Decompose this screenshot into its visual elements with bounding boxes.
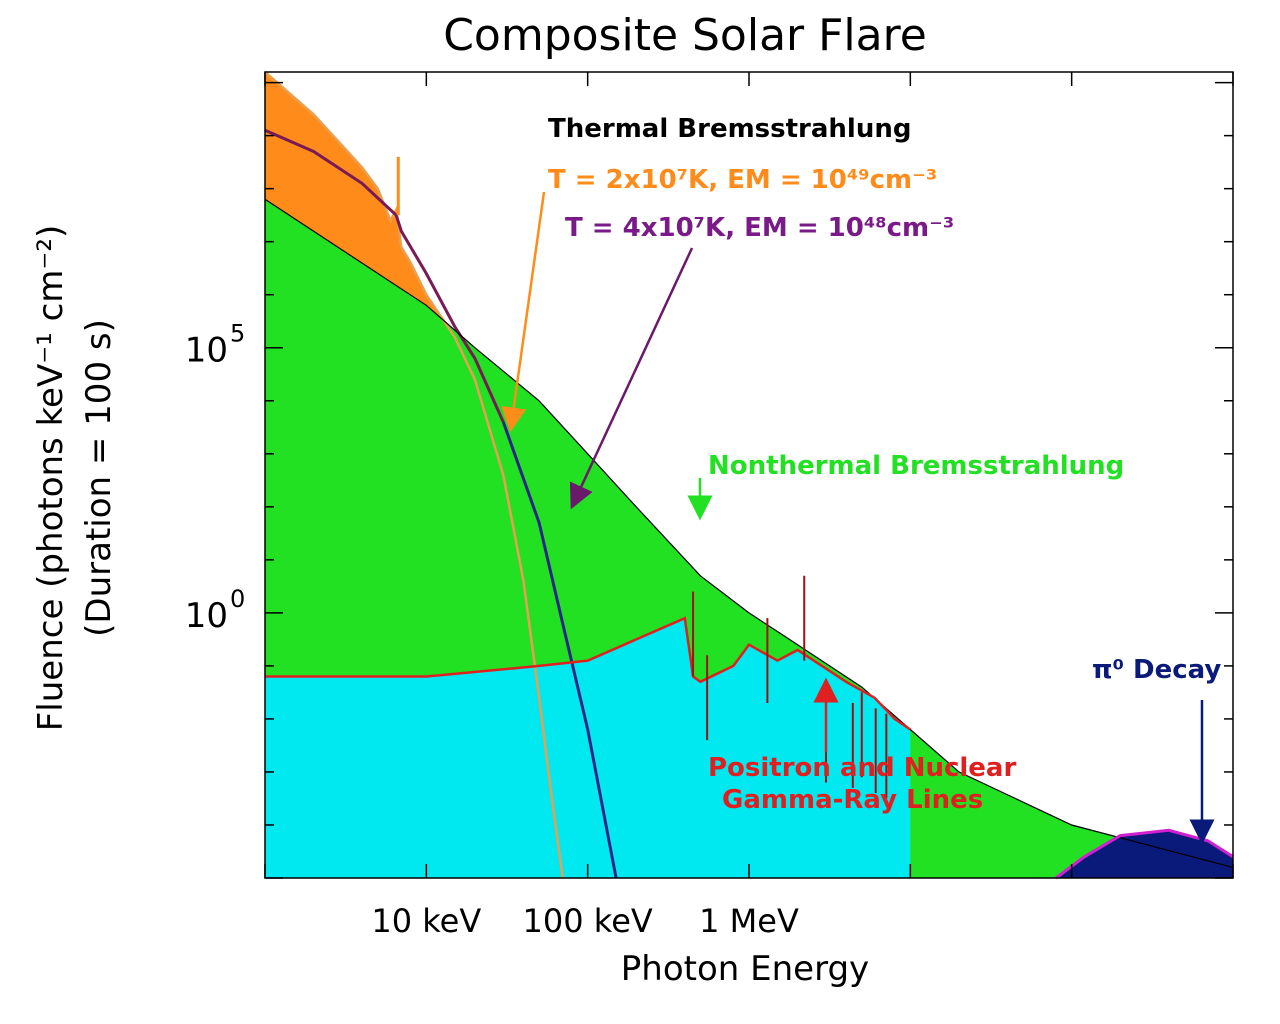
annotation-pion-decay: π⁰ Decay: [1092, 655, 1221, 685]
annotation-nonthermal: Nonthermal Bremsstrahlung: [708, 451, 1124, 481]
axis-ticks: [264, 72, 1234, 879]
y-axis-label-line1: Fluence (photons keV⁻¹ cm⁻²): [31, 225, 71, 732]
spike-layer: [396, 156, 888, 799]
annotation-thermal-2e7: T = 2x10⁷K, EM = 10⁴⁹cm⁻³: [548, 165, 937, 195]
chart-title: Composite Solar Flare: [443, 10, 927, 61]
gamma-line-curve: [265, 616, 912, 731]
gamma-line-area: [265, 618, 911, 878]
nonthermal-curve: [264, 198, 1234, 868]
y-tick-label-base: 10: [185, 596, 228, 636]
annotation-positron-line2: Gamma-Ray Lines: [722, 785, 983, 815]
y-tick-label-exponent: 5: [230, 320, 245, 348]
thermal-4e7-curve-tail: [502, 421, 618, 879]
x-tick-label: 10 keV: [371, 902, 481, 940]
annotation-thermal-bremsstrahlung: Thermal Bremsstrahlung: [548, 114, 911, 144]
y-tick-labels: 10 510 0: [185, 320, 246, 636]
y-tick-label-base: 10: [185, 331, 228, 371]
x-tick-label: 100 keV: [523, 902, 653, 940]
pion-decay-area: [1056, 830, 1233, 878]
annotation-positron-line1: Positron and Nuclear: [708, 753, 1016, 783]
arrow-thermal-2e7: [501, 191, 546, 433]
x-tick-label: 1 MeV: [699, 902, 799, 940]
arrow-thermal-4e7: [569, 247, 694, 510]
x-axis-label: Photon Energy: [621, 949, 869, 989]
line-layer: [264, 71, 1234, 880]
y-axis-label-line2: (Duration = 100 s): [79, 319, 119, 637]
thermal-2e7-curve: [264, 71, 564, 879]
y-tick-label-exponent: 0: [230, 585, 245, 613]
x-tick-labels: 10 keV 100 keV 1 MeV: [371, 902, 799, 940]
annotation-thermal-4e7: T = 4x10⁷K, EM = 10⁴⁸cm⁻³: [565, 213, 954, 243]
